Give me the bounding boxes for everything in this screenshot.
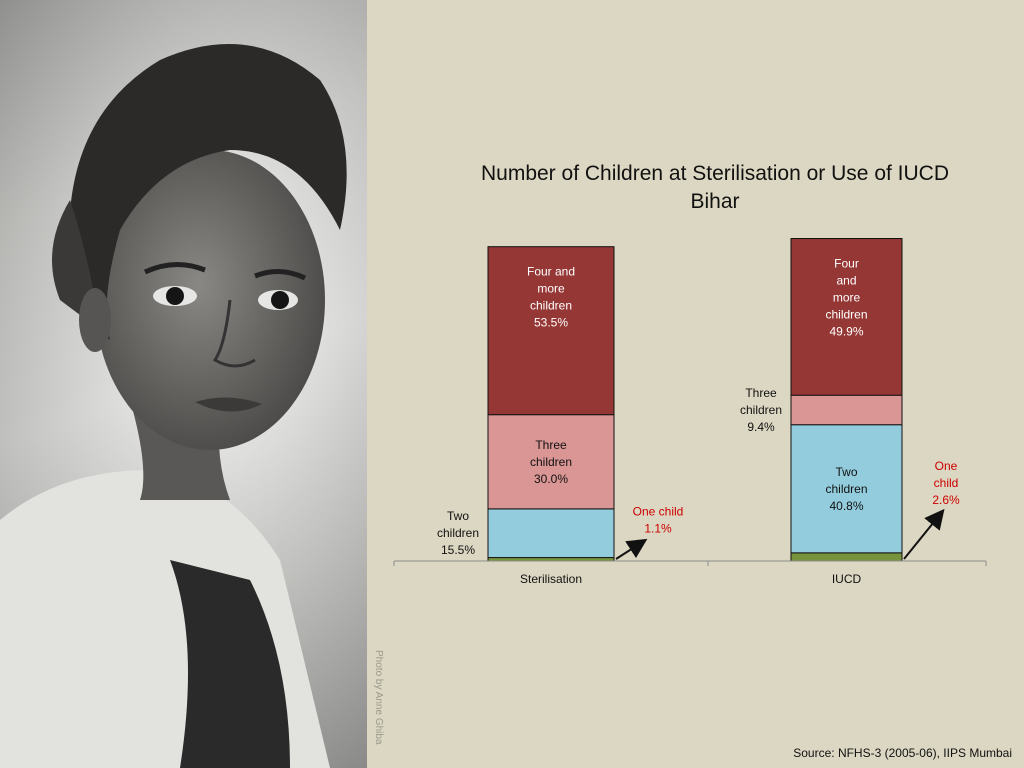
bar-sterilisation-three-children [487,414,615,510]
data-label-iucd-three-children: Three children 9.4% [740,386,782,434]
arrow-iucd-one-child [903,508,945,560]
bar-iucd-three-children [790,394,903,426]
data-label-sterilisation-three-children: Three children 30.0% [530,438,572,486]
data-label-sterilisation-two-children: Two children 15.5% [437,509,479,557]
bar-iucd-one-child [790,552,903,562]
photo-credit: Photo by Anne Ghiba [373,650,384,745]
chart-subtitle: Bihar [690,190,740,213]
chart-title-text: Number of Children at Sterilisation or U… [480,162,949,185]
chart-title: Number of Children at Sterilisation or U… [420,160,1010,216]
bar-sterilisation-one-child [487,557,615,562]
bar-iucd-four-and-more-children [790,238,903,396]
bar-sterilisation-four-and-more-children [487,246,615,416]
stacked-bar-chart: One child 1.1% Two children 15.5% Three childr… [393,238,987,586]
data-label-sterilisation-four-and-more-children: Four and more children 53.5% [527,265,575,330]
data-label-iucd-four-and-more-children: Four and more children 49.9% [825,257,867,339]
child-photo [0,0,367,768]
x-tick-label-sterilisation: Sterilisation [520,572,582,586]
bar-sterilisation-two-children [487,508,615,559]
data-label-iucd-two-children: Two children 40.8% [825,465,867,513]
x-tick-label-iucd: IUCD [832,572,862,586]
source-note: Source: NFHS-3 (2005-06), IIPS Mumbai [793,746,1012,760]
data-label-sterilisation-one-child: One child 1.1% [633,505,684,536]
arrow-sterilisation-one-child [615,538,648,560]
data-label-iucd-one-child: One child 2.6% [932,459,960,507]
